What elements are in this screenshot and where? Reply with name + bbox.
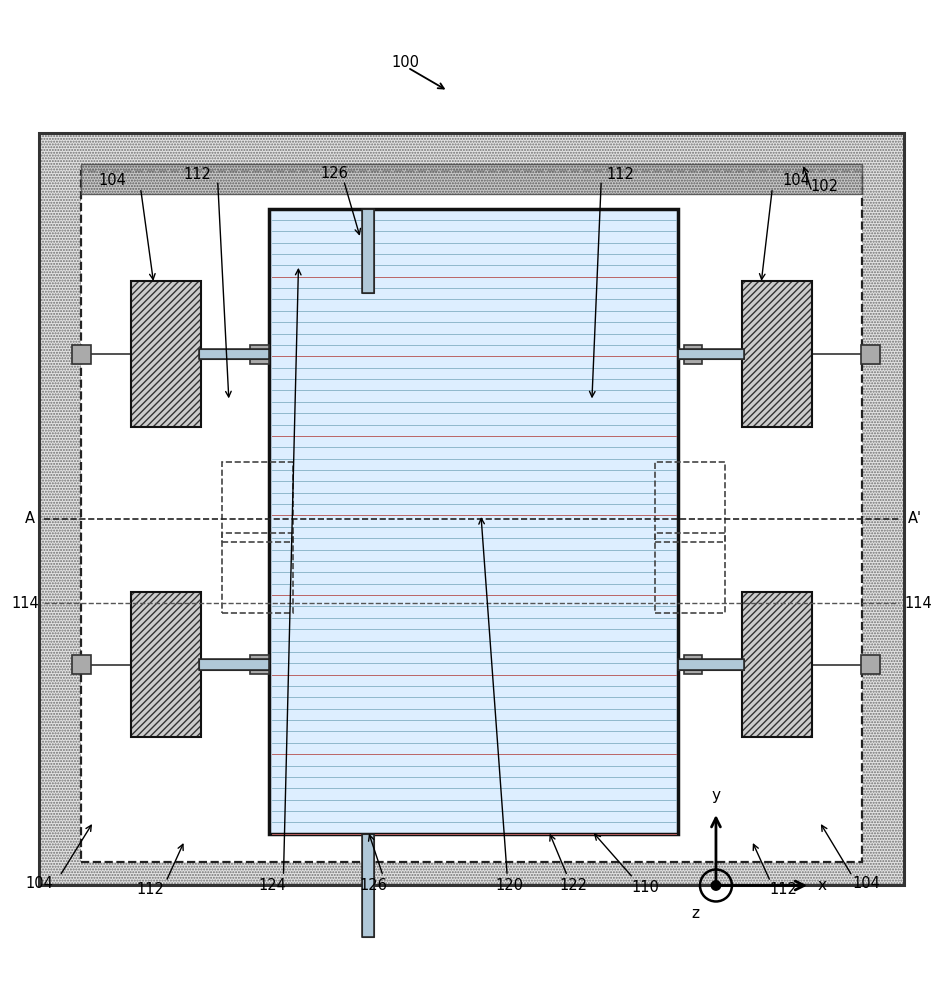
Bar [223, 462, 293, 542]
Text: 112: 112 [606, 167, 634, 182]
Bar [39, 133, 904, 885]
Text: 100: 100 [391, 55, 420, 70]
Bar [39, 133, 904, 885]
Bar [684, 655, 703, 674]
Bar [362, 209, 374, 293]
Circle shape [711, 881, 720, 890]
Text: 104: 104 [852, 876, 881, 891]
Bar [362, 834, 374, 937]
Text: z: z [691, 906, 700, 921]
Bar [742, 592, 812, 737]
Bar [654, 533, 725, 613]
Text: x: x [818, 878, 826, 893]
Text: 122: 122 [559, 878, 587, 893]
Bar [250, 655, 269, 674]
Bar [131, 281, 201, 427]
Bar [199, 349, 270, 359]
Bar [81, 171, 862, 862]
Text: 126: 126 [321, 166, 348, 181]
Text: 104: 104 [782, 173, 810, 188]
Bar [362, 209, 374, 293]
Bar [678, 349, 744, 359]
Text: 104: 104 [25, 876, 53, 891]
Bar [742, 281, 812, 427]
Bar [131, 281, 201, 427]
Bar [678, 659, 744, 670]
Bar [684, 345, 703, 364]
Bar [199, 659, 270, 670]
Bar [199, 349, 270, 359]
Bar [742, 592, 812, 737]
Text: y: y [711, 788, 720, 803]
Text: 112: 112 [769, 882, 798, 897]
Text: A: A [25, 511, 35, 526]
Text: 112: 112 [183, 167, 211, 182]
Text: 110: 110 [632, 880, 659, 895]
Bar [742, 281, 812, 427]
Bar [861, 655, 880, 674]
Bar [73, 345, 91, 364]
Bar [861, 345, 880, 364]
Bar [654, 462, 725, 542]
Text: A': A' [908, 511, 921, 526]
Text: 114: 114 [904, 596, 932, 611]
Text: 102: 102 [810, 179, 838, 194]
Bar [81, 164, 862, 194]
Text: 114: 114 [11, 596, 39, 611]
Text: 126: 126 [360, 878, 388, 893]
Bar [223, 533, 293, 613]
Bar [73, 655, 91, 674]
Bar [270, 209, 678, 834]
Bar [678, 659, 744, 670]
Bar [250, 345, 269, 364]
Bar [678, 349, 744, 359]
Text: 104: 104 [98, 173, 126, 188]
Bar [362, 834, 374, 937]
Bar [131, 592, 201, 737]
Text: 120: 120 [495, 878, 523, 893]
Bar [131, 592, 201, 737]
Text: 124: 124 [258, 878, 286, 893]
Bar [199, 659, 270, 670]
Bar [81, 171, 862, 862]
Text: 112: 112 [136, 882, 164, 897]
